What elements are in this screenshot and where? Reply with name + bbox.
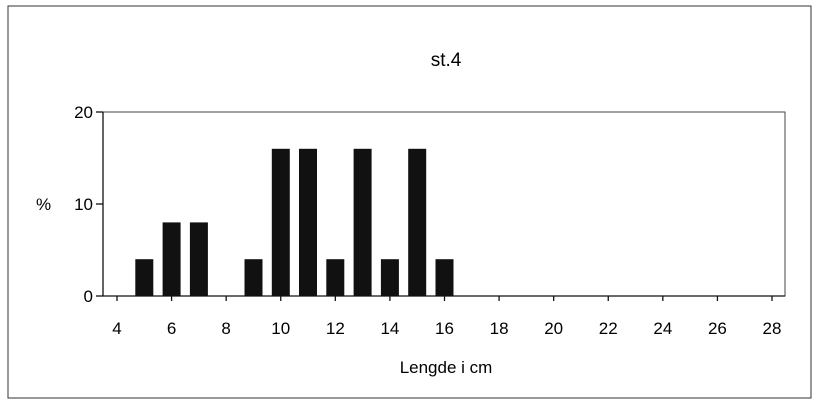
x-tick-label: 14 <box>380 319 399 338</box>
chart-frame <box>7 5 812 399</box>
x-tick-label: 4 <box>112 319 121 338</box>
bar-13 <box>353 148 372 296</box>
x-tick-label: 24 <box>653 319 672 338</box>
x-tick-label: 20 <box>544 319 563 338</box>
bar-16 <box>435 259 454 296</box>
bar-11 <box>299 148 317 296</box>
axes: 0 10 20 4 6 8 10 12 14 16 18 20 22 24 26 28 <box>74 103 785 338</box>
x-tick-label: 12 <box>326 319 345 338</box>
x-tick-label: 8 <box>221 319 230 338</box>
x-tick-label: 26 <box>708 319 727 338</box>
y-tick-label: 10 <box>74 195 93 214</box>
x-axis-label: Lengde i cm <box>400 358 493 377</box>
bar-15 <box>408 148 427 296</box>
y-tick-label: 0 <box>84 287 93 306</box>
x-tick-label: 28 <box>763 319 782 338</box>
bar-14 <box>380 259 399 296</box>
bar-7 <box>189 222 208 296</box>
bar-12 <box>326 259 345 296</box>
y-axis-label: % <box>36 195 51 214</box>
bar-9 <box>244 259 263 296</box>
x-tick-label: 18 <box>490 319 509 338</box>
chart-title: st.4 <box>431 50 462 71</box>
bar-10 <box>271 148 290 296</box>
x-tick-label: 16 <box>435 319 454 338</box>
bar-5 <box>135 259 154 296</box>
bars <box>135 148 454 296</box>
bar-6 <box>162 222 181 296</box>
x-tick-label: 22 <box>599 319 618 338</box>
x-tick-label: 6 <box>167 319 176 338</box>
x-tick-label: 10 <box>271 319 290 338</box>
y-tick-label: 20 <box>74 103 93 122</box>
